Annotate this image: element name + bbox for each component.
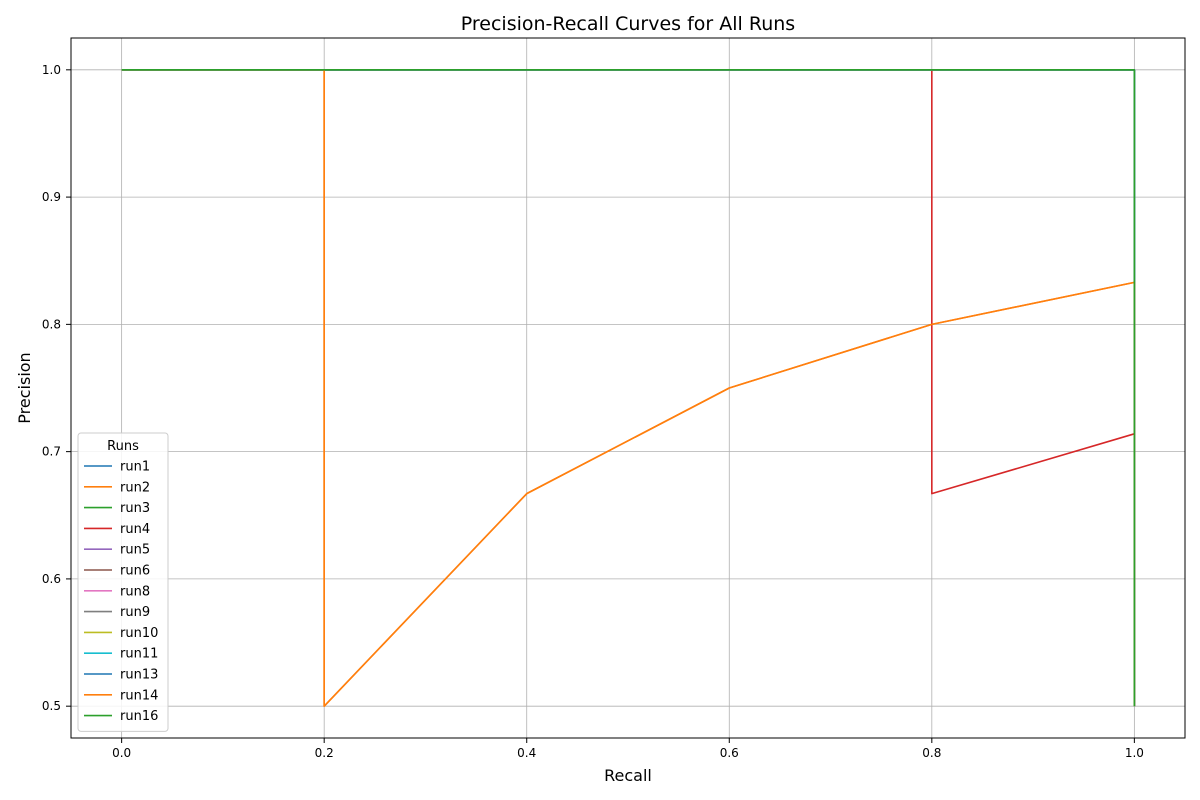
- series-layer: [121, 69, 1136, 707]
- legend-label-run1: run1: [120, 460, 150, 475]
- plot-frame: [70, 37, 1186, 739]
- series-line-run16: [121, 69, 1136, 707]
- x-axis-label: Recall: [604, 766, 652, 785]
- legend: Runs run1 run2 run3 run4 run5 run6 run8 run9 run1…: [77, 432, 169, 732]
- legend-label-run6: run6: [120, 564, 150, 579]
- y-tick-label: 1.0: [42, 63, 61, 77]
- legend-label-run3: run3: [120, 501, 150, 516]
- legend-label-run4: run4: [120, 522, 150, 537]
- legend-label-run10: run10: [120, 626, 158, 641]
- x-tick-label: 1.0: [1125, 746, 1144, 760]
- legend-label-run14: run14: [120, 688, 158, 703]
- x-tick-label: 0.4: [517, 746, 536, 760]
- y-axis-label: Precision: [15, 352, 34, 423]
- legend-label-run9: run9: [120, 605, 150, 620]
- x-tick-label: 0.8: [922, 746, 941, 760]
- legend-title: Runs: [107, 439, 139, 454]
- y-tick-label: 0.9: [42, 190, 61, 204]
- y-tick-label: 0.7: [42, 445, 61, 459]
- legend-label-run13: run13: [120, 668, 158, 683]
- chart-title: Precision-Recall Curves for All Runs: [461, 13, 795, 35]
- x-tick-label: 0.2: [315, 746, 334, 760]
- y-tick-label: 0.6: [42, 572, 61, 586]
- x-tick-label: 0.6: [720, 746, 739, 760]
- legend-label-run16: run16: [120, 709, 158, 724]
- y-tick-label: 0.8: [42, 317, 61, 331]
- y-tick-label: 0.5: [42, 699, 61, 713]
- tick-layer: 0.0 0.2 0.4 0.6 0.8 1.0 0.5 0.6 0.7 0.8 0.9 1.0: [42, 63, 1144, 760]
- legend-label-run5: run5: [120, 543, 150, 558]
- x-tick-label: 0.0: [112, 746, 131, 760]
- legend-label-run11: run11: [120, 647, 158, 662]
- legend-box: [77, 432, 169, 732]
- legend-label-run8: run8: [120, 584, 150, 599]
- legend-label-run2: run2: [120, 480, 150, 495]
- series-line-run14: [121, 69, 1136, 707]
